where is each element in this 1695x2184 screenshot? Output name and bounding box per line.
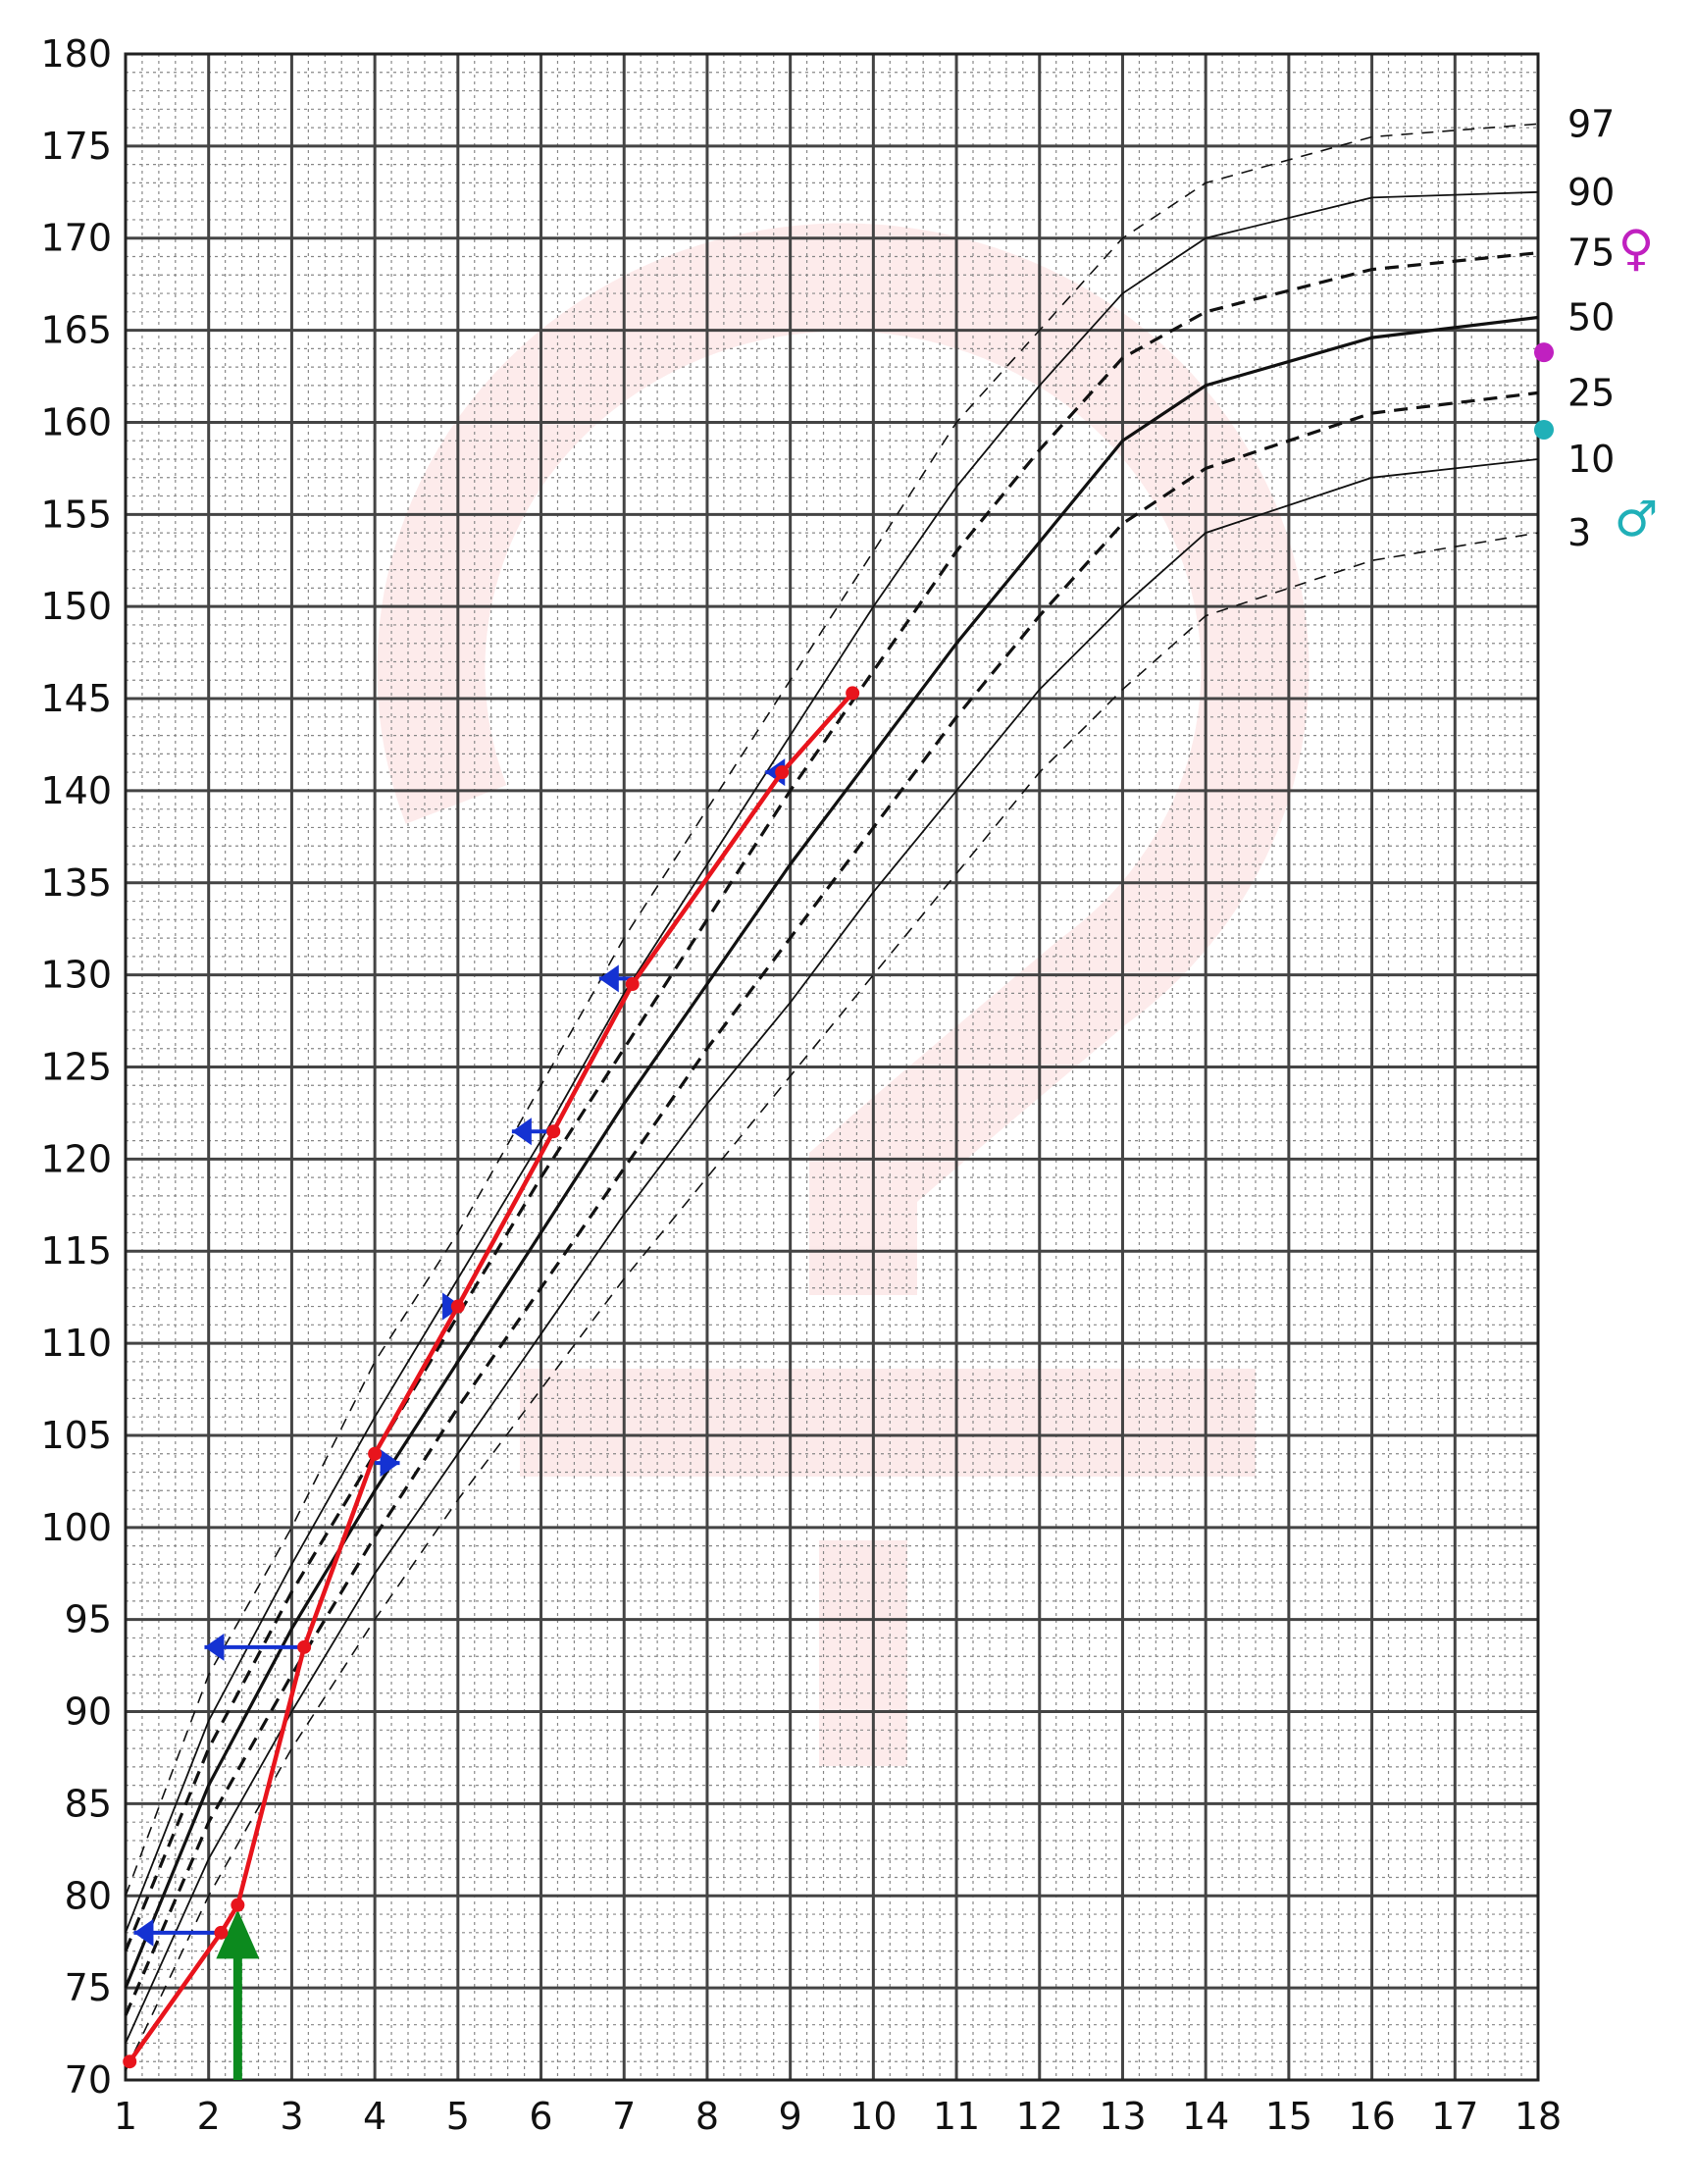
percentile-label-97: 97 — [1567, 102, 1615, 145]
y-tick-label: 90 — [65, 1690, 112, 1734]
bone-age-arrow-head — [133, 1918, 154, 1947]
percentile-label-25: 25 — [1567, 371, 1615, 414]
major-grid — [124, 52, 1540, 2082]
x-tick-label: 4 — [363, 2095, 386, 2138]
y-tick-label: 80 — [65, 1874, 112, 1917]
measured-height-series — [123, 686, 860, 2069]
x-tick-label: 5 — [446, 2095, 470, 2138]
y-tick-label: 125 — [40, 1046, 112, 1089]
percentile-label-90: 90 — [1567, 171, 1615, 214]
y-tick-label: 120 — [40, 1137, 112, 1180]
parent-height-markers: ♀♂ — [1534, 220, 1658, 547]
bone-age-arrows — [133, 758, 786, 1947]
percentile-25-curve — [124, 390, 1539, 2016]
percentile-50-curve — [124, 315, 1539, 1989]
x-tick-label: 14 — [1182, 2095, 1229, 2138]
y-tick-label: 75 — [65, 1966, 112, 2009]
x-tick-label: 17 — [1431, 2095, 1478, 2138]
y-tick-label: 70 — [65, 2058, 112, 2102]
y-tick-label: 175 — [40, 125, 112, 168]
x-tick-label: 2 — [197, 2095, 221, 2138]
y-tick-label: 145 — [40, 677, 112, 720]
percentile-90-curve — [125, 190, 1539, 1934]
bone-age-arrow-head — [598, 964, 619, 993]
plot-frame — [124, 52, 1540, 2082]
percentile-10-curve — [125, 458, 1539, 2044]
female-symbol-icon: ♀ — [1618, 220, 1655, 277]
percentile-3-curve — [125, 532, 1539, 2071]
y-axis-ticks: 70 75 80 85 90 95 100 105 110 115 120 125 130 135 140 1… — [40, 32, 112, 2102]
x-tick-label: 15 — [1265, 2095, 1312, 2138]
percentile-label-10: 10 — [1567, 438, 1615, 481]
x-tick-label: 11 — [933, 2095, 980, 2138]
measured-height-point — [214, 1925, 229, 1940]
percentile-97-curve — [125, 123, 1539, 1897]
y-tick-label: 180 — [40, 32, 112, 76]
bone-age-arrow-head — [380, 1449, 400, 1478]
father-height-marker — [1534, 419, 1554, 440]
y-tick-label: 85 — [65, 1782, 112, 1825]
x-axis-ticks: 1 2 3 4 5 6 7 8 9 10 11 12 13 14 15 16 17 18 — [114, 2095, 1562, 2138]
y-tick-label: 130 — [40, 954, 112, 997]
percentile-curves — [124, 123, 1539, 2071]
y-tick-label: 115 — [40, 1229, 112, 1273]
measured-height-point — [625, 977, 640, 992]
x-tick-label: 1 — [114, 2095, 137, 2138]
measured-height-point — [846, 686, 860, 701]
minor-grid — [126, 54, 1538, 2080]
bone-age-arrow-head — [204, 1633, 225, 1661]
measured-height-point — [546, 1124, 561, 1139]
x-tick-label: 12 — [1016, 2095, 1063, 2138]
x-tick-label: 10 — [849, 2095, 897, 2138]
watermark-question-mark — [377, 223, 1310, 1766]
percentile-75-curve — [124, 251, 1539, 1952]
y-tick-label: 105 — [40, 1414, 112, 1457]
x-tick-label: 6 — [529, 2095, 552, 2138]
x-tick-label: 7 — [612, 2095, 636, 2138]
measured-height-point — [297, 1639, 312, 1654]
y-tick-label: 100 — [40, 1506, 112, 1549]
measured-height-point — [231, 1898, 245, 1912]
measured-height-point — [123, 2054, 137, 2069]
percentile-label-75: 75 — [1567, 232, 1615, 275]
y-tick-label: 135 — [40, 861, 112, 905]
treatment-arrow-head — [216, 1909, 260, 1959]
y-tick-label: 165 — [40, 309, 112, 352]
percentile-label-3: 3 — [1567, 511, 1591, 554]
y-tick-label: 95 — [65, 1598, 112, 1641]
male-symbol-icon: ♂ — [1615, 491, 1659, 547]
percentile-labels: 3 10 25 50 75 90 97 — [1567, 102, 1615, 554]
x-tick-label: 18 — [1515, 2095, 1562, 2138]
x-tick-label: 3 — [280, 2095, 303, 2138]
y-tick-label: 150 — [40, 585, 112, 628]
measured-height-point — [368, 1446, 383, 1461]
measured-height-line — [128, 691, 854, 2063]
bone-age-arrow-head — [511, 1118, 532, 1146]
y-tick-label: 170 — [40, 217, 112, 260]
x-tick-label: 9 — [779, 2095, 802, 2138]
x-tick-label: 13 — [1099, 2095, 1146, 2138]
y-tick-label: 160 — [40, 400, 112, 443]
mother-height-marker — [1534, 342, 1554, 363]
y-tick-label: 155 — [40, 493, 112, 536]
x-tick-label: 16 — [1348, 2095, 1395, 2138]
measured-height-point — [450, 1299, 465, 1314]
measured-height-point — [775, 765, 790, 780]
y-tick-label: 110 — [40, 1322, 112, 1365]
y-tick-label: 140 — [40, 769, 112, 812]
percentile-label-50: 50 — [1567, 295, 1615, 338]
x-tick-label: 8 — [695, 2095, 719, 2138]
treatment-start-arrow — [216, 1909, 260, 2080]
